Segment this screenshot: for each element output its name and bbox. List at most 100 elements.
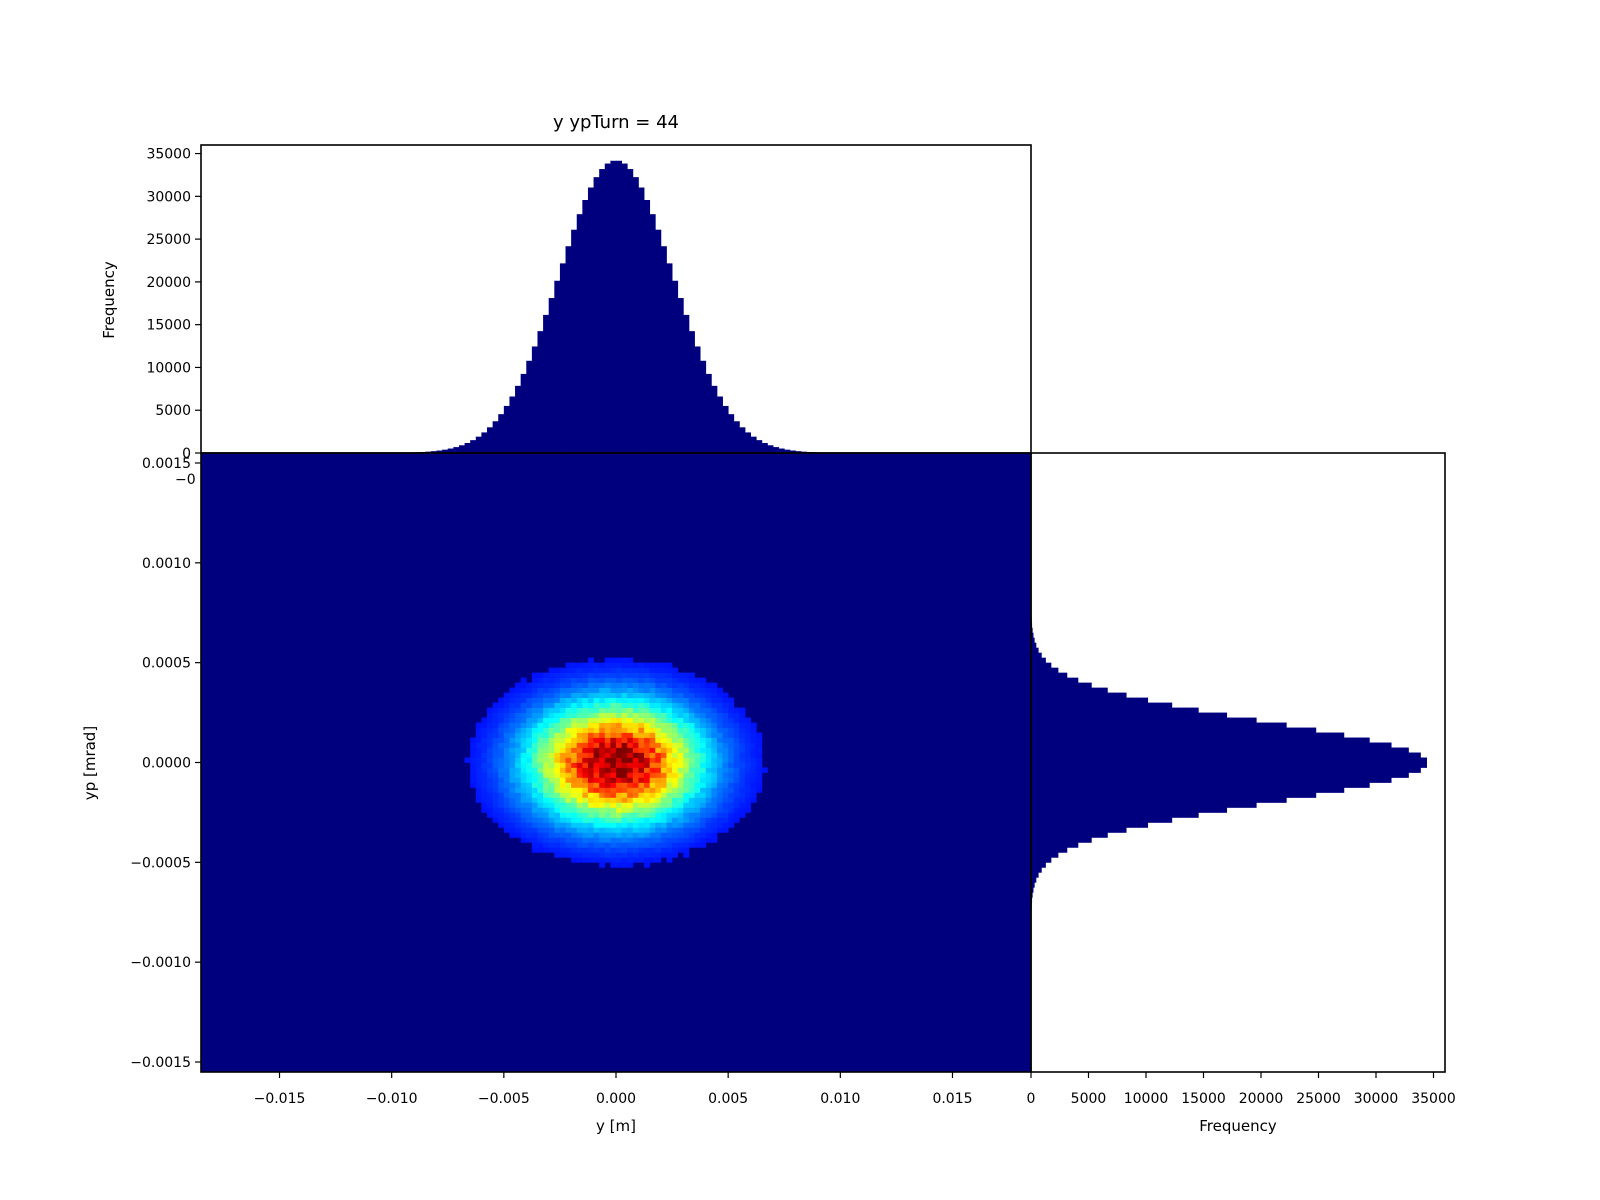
heatmap-cell <box>677 737 684 743</box>
heatmap-cell <box>621 657 628 664</box>
heatmap-cell <box>610 692 617 698</box>
heatmap-cell <box>616 667 622 673</box>
heatmap-cell <box>627 762 634 768</box>
heatmap-cell <box>587 747 594 753</box>
heatmap-cell <box>739 777 746 783</box>
heatmap-cell <box>576 707 583 713</box>
heatmap-cell <box>554 802 561 808</box>
heatmap-cell <box>672 782 679 788</box>
heatmap-cell <box>520 782 527 788</box>
heatmap-cell <box>498 822 505 828</box>
heatmap-cell <box>537 762 544 768</box>
heatmap-cell <box>632 712 639 718</box>
heatmap-cell <box>688 832 695 838</box>
heatmap-cell <box>655 767 662 773</box>
heatmap-cell <box>722 822 729 828</box>
heatmap-cell <box>649 847 656 853</box>
heatmap-cell <box>481 782 488 788</box>
heatmap-cell <box>582 802 589 808</box>
heatmap-cell <box>694 797 701 803</box>
heatmap-cell <box>677 847 684 853</box>
heatmap-cell <box>582 677 589 683</box>
heatmap-cell <box>475 727 482 733</box>
heatmap-cell <box>537 807 544 813</box>
heatmap-cell <box>744 787 751 793</box>
heatmap-cell <box>739 812 746 818</box>
heatmap-cell <box>526 787 533 793</box>
heatmap-cell <box>694 747 701 753</box>
heatmap-cell <box>728 807 735 813</box>
heatmap-cell <box>616 707 622 713</box>
heatmap-cell <box>705 757 712 763</box>
heatmap-cell <box>487 807 493 813</box>
heatmap-cell <box>526 822 533 828</box>
heatmap-cell <box>627 662 634 668</box>
heatmap-cell <box>487 772 493 778</box>
heatmap-cell <box>649 832 656 838</box>
heatmap-cell <box>621 767 628 773</box>
heatmap-cell <box>638 792 645 798</box>
heatmap-cell <box>587 752 594 758</box>
heatmap-cell <box>515 822 522 828</box>
heatmap-cell <box>582 747 589 753</box>
heatmap-cell <box>683 682 690 688</box>
heatmap-cell <box>515 682 522 688</box>
right-histogram-bar <box>1031 657 1046 664</box>
heatmap-cell <box>503 767 510 773</box>
right-histogram-bar <box>1031 692 1127 698</box>
heatmap-cell <box>571 717 578 723</box>
top-histogram-bar <box>481 432 488 453</box>
heatmap-cell <box>739 787 746 793</box>
heatmap-cell <box>716 697 723 703</box>
heatmap-cell <box>660 687 667 693</box>
heatmap-cell <box>649 712 656 718</box>
heatmap-cell <box>548 822 555 828</box>
heatmap-cell <box>744 792 751 798</box>
heatmap-cell <box>666 742 673 748</box>
heatmap-cell <box>515 827 522 833</box>
heatmap-cell <box>644 847 650 853</box>
heatmap-cell <box>503 802 510 808</box>
heatmap-cell <box>621 737 628 743</box>
heatmap-cell <box>683 762 690 768</box>
heatmap-cell <box>537 692 544 698</box>
heatmap-cell <box>593 837 600 843</box>
heatmap-cell <box>744 797 751 803</box>
heatmap-cell <box>526 752 533 758</box>
heatmap-cell <box>565 697 572 703</box>
heatmap-cell <box>582 722 589 728</box>
heatmap-cell <box>593 717 600 723</box>
right-x-tick-label: 15000 <box>1181 1091 1226 1107</box>
right-histogram-bar <box>1031 647 1039 654</box>
heatmap-cell <box>722 697 729 703</box>
heatmap-cell <box>554 807 561 813</box>
heatmap-cell <box>582 857 589 863</box>
heatmap-cell <box>705 707 712 713</box>
heatmap-cell <box>694 822 701 828</box>
top-histogram-bar <box>784 449 791 453</box>
heatmap-cell <box>604 757 611 763</box>
heatmap-cell <box>705 692 712 698</box>
heatmap-cell <box>487 767 493 773</box>
heatmap-cell <box>621 837 628 843</box>
heatmap-cell <box>716 737 723 743</box>
heatmap-cell <box>475 792 482 798</box>
heatmap-cell <box>739 747 746 753</box>
heatmap-cell <box>487 737 493 743</box>
heatmap-cell <box>531 672 538 678</box>
right-histogram-bar <box>1031 717 1257 723</box>
heatmap-cell <box>565 747 572 753</box>
heatmap-cell <box>649 797 656 803</box>
heatmap-cell <box>587 667 594 673</box>
heatmap-cell <box>655 702 662 708</box>
heatmap-cell <box>554 772 561 778</box>
heatmap-cell <box>599 702 606 708</box>
heatmap-cell <box>722 772 729 778</box>
heatmap-cell <box>548 827 555 833</box>
heatmap-cell <box>688 697 695 703</box>
heatmap-cell <box>576 777 583 783</box>
heatmap-cell <box>677 842 684 848</box>
heatmap-cell <box>644 812 650 818</box>
heatmap-cell <box>604 852 611 858</box>
heatmap-cell <box>537 792 544 798</box>
